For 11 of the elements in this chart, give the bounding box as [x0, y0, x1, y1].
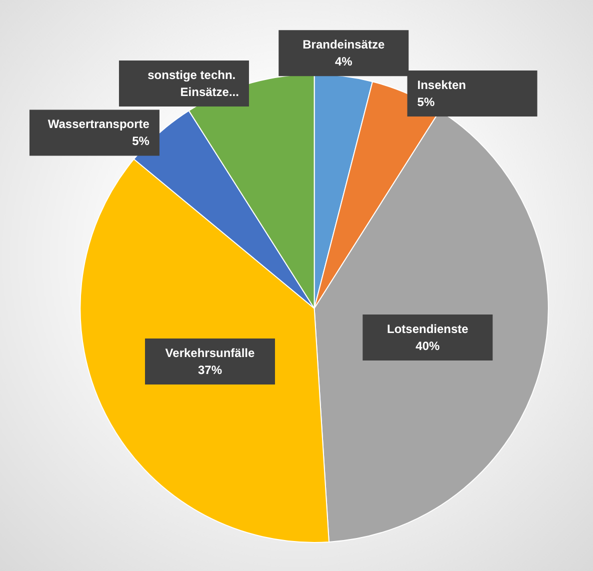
data-label: 37%: [198, 362, 222, 377]
data-label: 5%: [417, 94, 435, 109]
slice-label: Lotsendienste: [386, 322, 469, 336]
slice-label: sonstige techn. Einsätze...: [148, 68, 239, 100]
slice-label: Insekten: [417, 78, 466, 92]
slice-label: Verkehrsunfälle: [165, 346, 256, 360]
data-label: 4%: [334, 54, 353, 69]
data-label: 5%: [132, 134, 150, 148]
data-label: 40%: [416, 338, 440, 353]
slice-label: Brandeinsätze: [302, 38, 385, 52]
slice-label: Wassertransporte: [48, 117, 150, 132]
